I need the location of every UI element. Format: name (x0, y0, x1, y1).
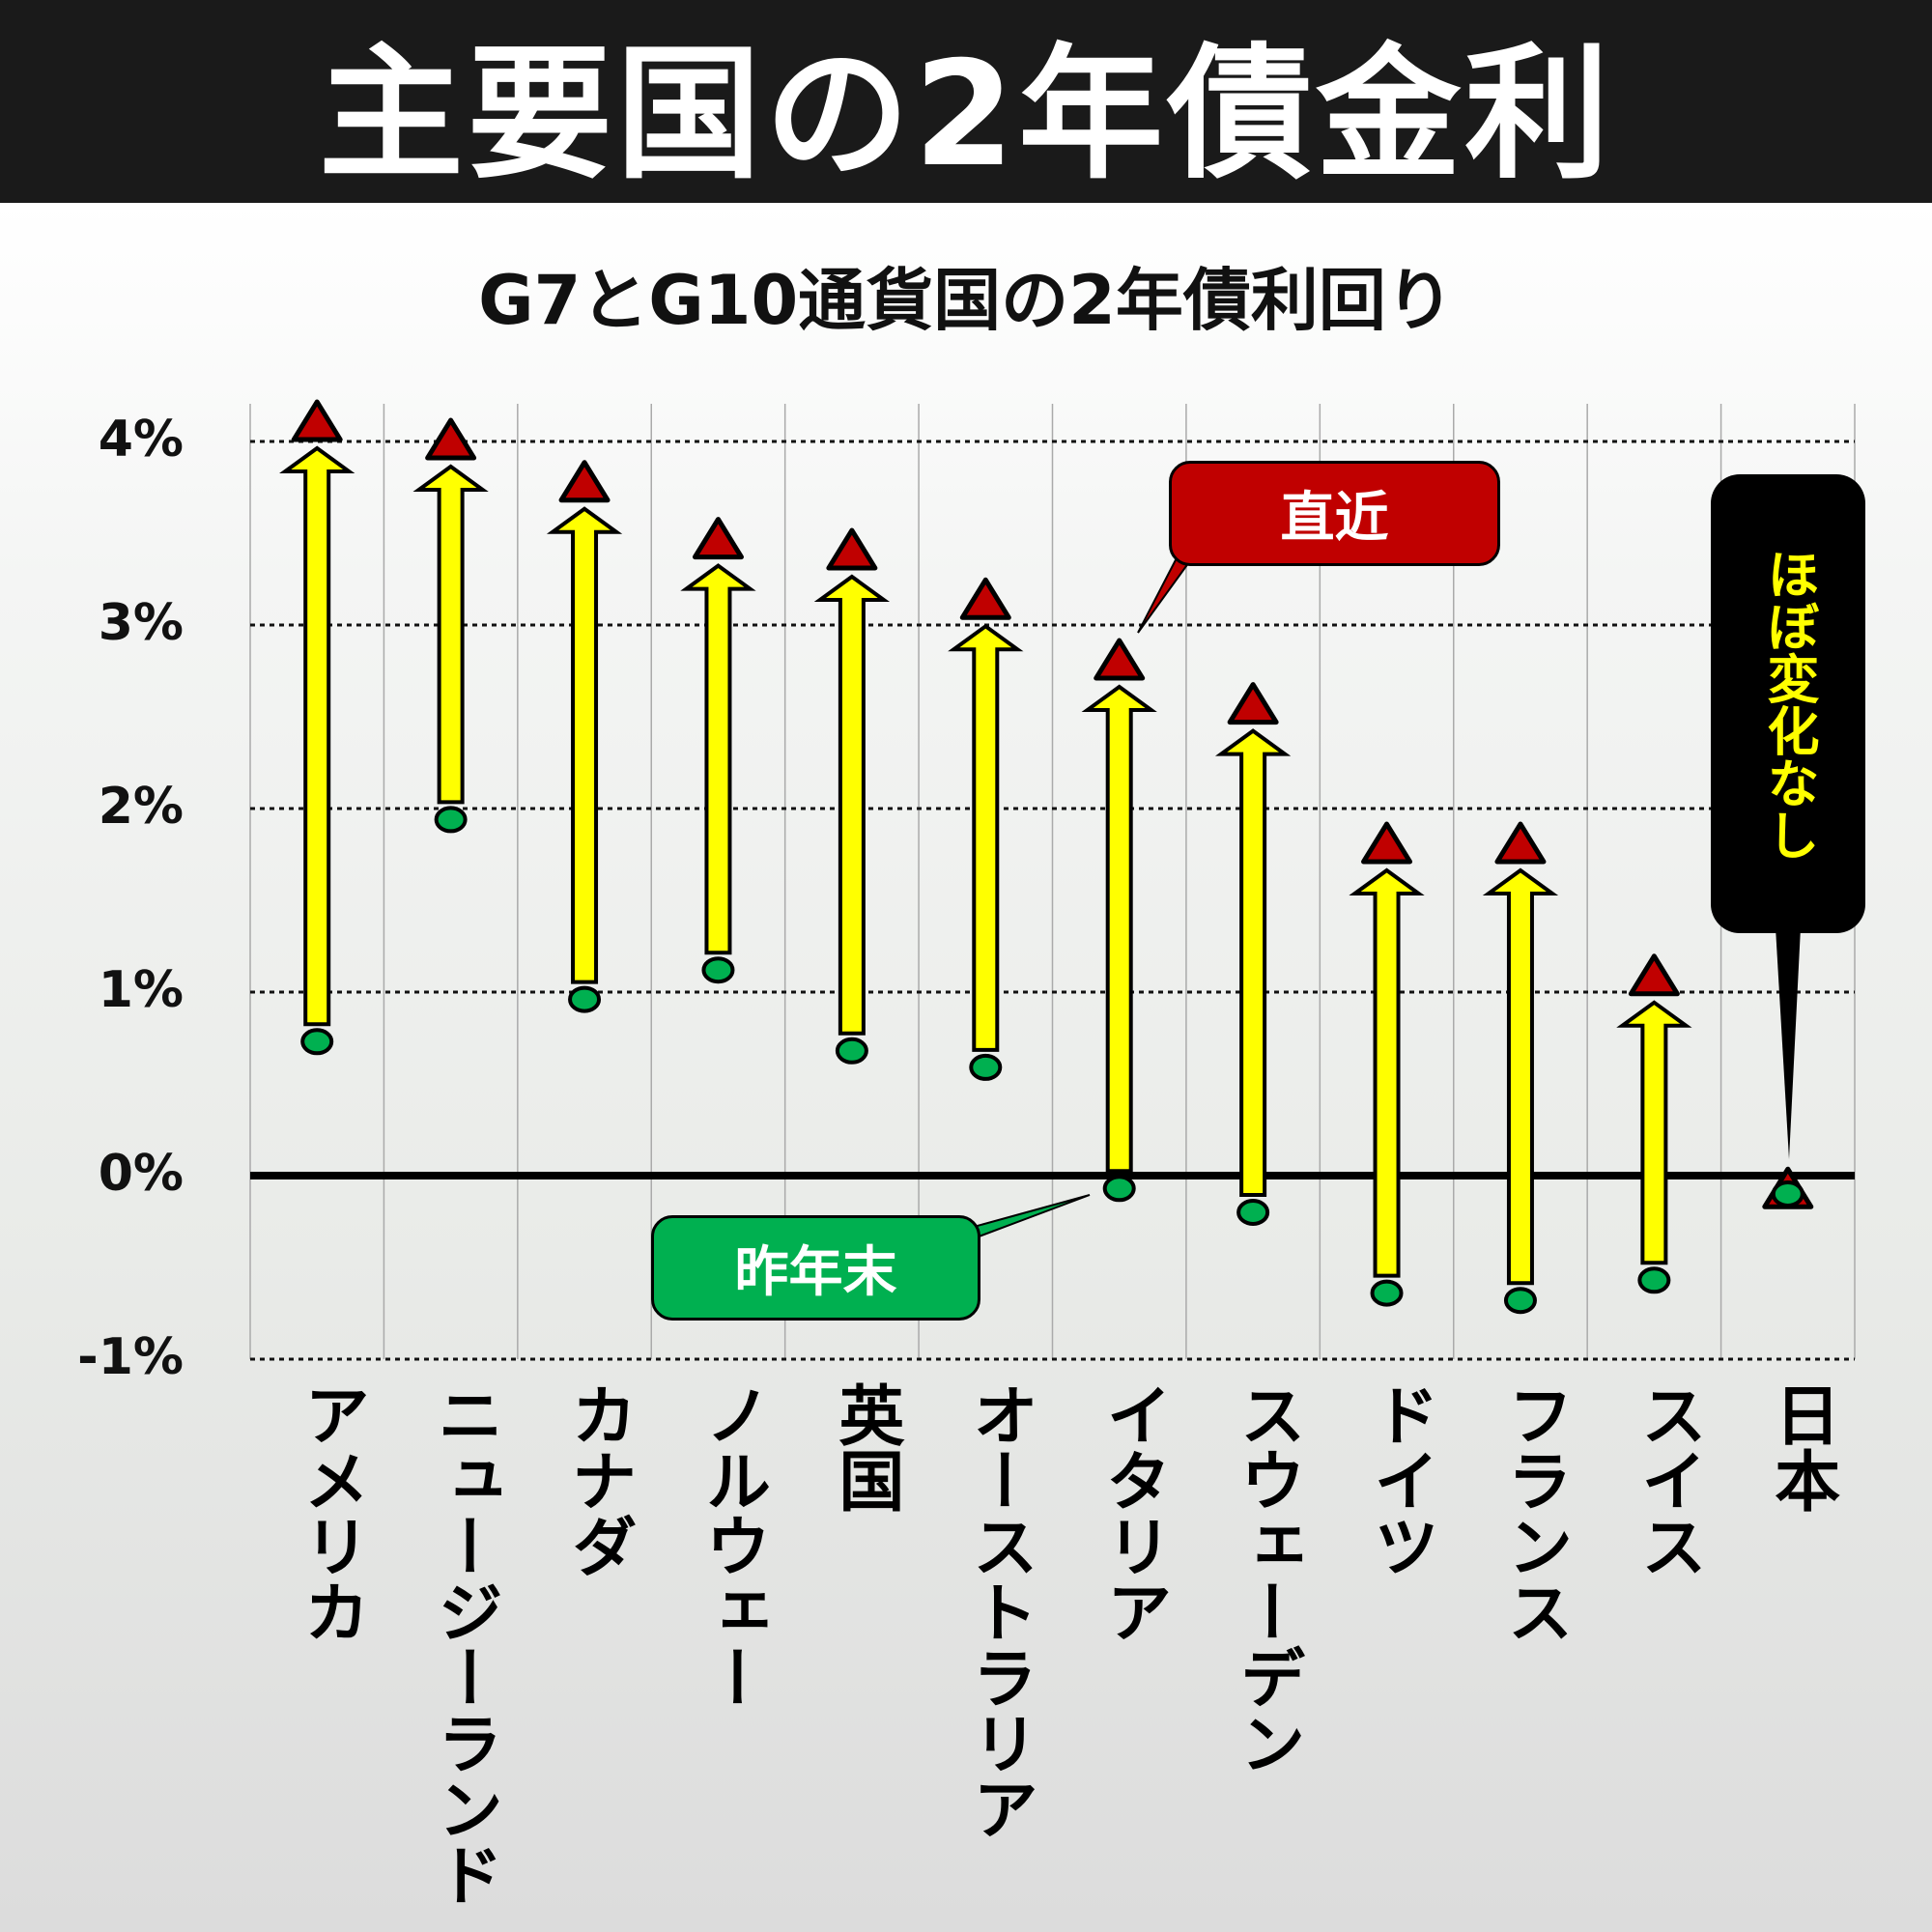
x-category-label: スイス (1629, 1381, 1706, 1578)
latest-marker-triangle (959, 577, 1011, 620)
year-end-marker-circle (1102, 1175, 1136, 1203)
latest-marker-triangle (291, 399, 343, 442)
x-category-label: ニュージーランド (425, 1381, 502, 1907)
year-end-callout: 昨年末 (651, 1215, 980, 1321)
latest-marker-triangle (1227, 682, 1279, 725)
year-end-marker-circle (1771, 1180, 1804, 1208)
x-category-label: イタリア (1094, 1381, 1171, 1644)
year-end-marker-circle (1236, 1199, 1270, 1226)
title-bar: 主要国の2年債金利 (0, 0, 1932, 203)
latest-marker-triangle (826, 527, 878, 571)
rise-arrow (279, 445, 355, 1027)
latest-marker-triangle (1494, 821, 1547, 865)
rise-arrow (546, 506, 623, 984)
chart-subtitle: G7とG10通貨国の2年債利回り (478, 261, 1454, 340)
rise-arrow (412, 464, 489, 805)
year-end-callout-pointer (973, 1194, 1091, 1240)
y-tick-label: 4% (98, 411, 184, 469)
year-end-marker-circle (1637, 1266, 1671, 1294)
rise-arrow (680, 563, 756, 955)
x-category-label: スウェーデン (1228, 1381, 1305, 1776)
year-end-marker-circle (835, 1037, 868, 1065)
latest-marker-triangle (1094, 638, 1146, 681)
x-category-label: 日本 (1762, 1381, 1839, 1513)
x-category-label: カナダ (559, 1381, 637, 1578)
latest-callout: 直近 (1169, 461, 1500, 566)
x-category-label: ノルウェー (693, 1381, 770, 1710)
year-end-marker-circle (1370, 1279, 1404, 1307)
x-category-label: フランス (1494, 1381, 1572, 1644)
year-end-marker-circle (1503, 1287, 1537, 1315)
y-tick-label: -1% (77, 1328, 184, 1386)
latest-marker-triangle (692, 517, 744, 560)
year-end-marker-circle (969, 1053, 1003, 1081)
y-tick-label: 1% (98, 961, 184, 1019)
rise-arrow (1081, 684, 1157, 1174)
year-end-marker-circle (300, 1028, 334, 1056)
latest-marker-triangle (1628, 953, 1680, 997)
no-change-callout-pointer (1776, 927, 1801, 1159)
rise-arrow (1616, 1000, 1692, 1265)
page-title: 主要国の2年債金利 (318, 30, 1614, 199)
x-category-label: ドイツ (1361, 1381, 1438, 1578)
rise-arrow (1482, 867, 1559, 1286)
y-tick-label: 2% (98, 778, 184, 836)
latest-marker-triangle (425, 417, 477, 461)
year-end-marker-circle (434, 806, 468, 834)
rise-arrow (813, 574, 891, 1036)
rise-arrow (1214, 728, 1292, 1197)
x-category-label: オーストラリア (960, 1381, 1037, 1841)
x-category-label: 英国 (826, 1381, 903, 1513)
y-tick-label: 0% (98, 1145, 184, 1203)
year-end-marker-circle (701, 956, 735, 984)
no-change-callout: ほぼ変化なし (1711, 474, 1865, 933)
rise-arrow (948, 623, 1024, 1052)
x-category-label: アメリカ (292, 1381, 369, 1644)
rise-arrow (1349, 867, 1425, 1278)
latest-marker-triangle (1361, 821, 1413, 865)
latest-marker-triangle (558, 460, 611, 503)
year-end-marker-circle (568, 985, 602, 1013)
y-tick-label: 3% (98, 594, 184, 652)
